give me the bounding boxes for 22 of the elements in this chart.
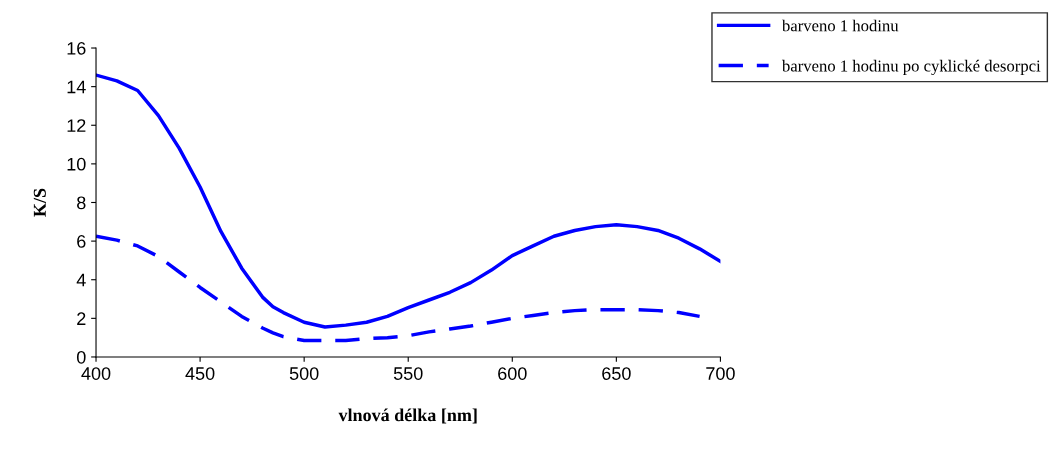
x-tick-label: 450 xyxy=(185,367,215,380)
line-series xyxy=(96,73,721,329)
y-tick-label: 2 xyxy=(77,312,86,325)
x-axis-title: vlnová délka [nm] xyxy=(338,408,477,424)
y-tick-label: 6 xyxy=(77,235,86,248)
y-axis-title: K/S xyxy=(33,188,46,217)
x-tick-label: 550 xyxy=(393,367,423,380)
x-tick-label: 650 xyxy=(602,367,631,380)
x-tick-label: 500 xyxy=(289,367,319,380)
y-tick-label: 10 xyxy=(67,157,86,171)
y-tick-label: 8 xyxy=(77,196,86,210)
y-tick-label: 4 xyxy=(76,273,86,287)
x-tick-label: 600 xyxy=(498,367,527,380)
y-tick-label: 14 xyxy=(67,80,86,94)
legend-label: barveno 1 hodinu po cyklické desorpci xyxy=(781,59,1041,76)
y-tick-label: 0 xyxy=(76,350,86,364)
legend-label: barveno 1 hodinu xyxy=(781,19,899,32)
x-tick-label: 700 xyxy=(706,367,735,380)
y-tick-label: 12 xyxy=(67,119,86,132)
x-tick-label: 400 xyxy=(81,367,111,380)
line-series xyxy=(96,234,702,343)
y-tick-label: 16 xyxy=(67,41,86,55)
